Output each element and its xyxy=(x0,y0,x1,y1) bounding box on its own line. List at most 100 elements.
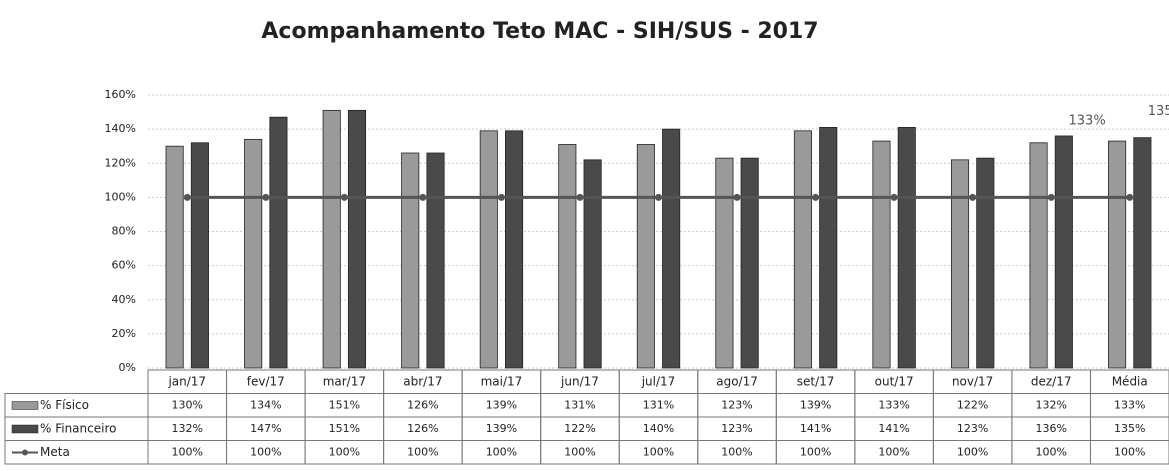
table-value: 100% xyxy=(172,445,203,458)
bar xyxy=(401,152,420,369)
legend-label: % Financeiro xyxy=(40,421,116,435)
meta-marker xyxy=(655,193,662,201)
bar xyxy=(190,142,209,369)
table-value: 123% xyxy=(957,422,988,435)
table-value: 100% xyxy=(486,445,517,458)
table-value: 133% xyxy=(1114,398,1145,411)
table-value: 131% xyxy=(564,398,595,411)
table-value: 141% xyxy=(878,422,909,435)
meta-marker xyxy=(419,193,427,201)
table-value: 141% xyxy=(800,422,831,435)
x-tick-label: jan/17 xyxy=(167,374,206,388)
meta-marker xyxy=(340,193,348,201)
meta-marker xyxy=(576,193,584,201)
bar xyxy=(505,130,524,369)
meta-marker xyxy=(262,193,270,201)
y-tick-label: 80% xyxy=(112,225,136,238)
table-value: 135% xyxy=(1114,422,1145,435)
y-tick-label: 100% xyxy=(105,190,136,203)
legend-swatch xyxy=(11,401,39,410)
x-tick-label: mai/17 xyxy=(481,374,523,388)
meta-marker xyxy=(733,193,741,201)
meta-marker xyxy=(812,193,820,201)
bar xyxy=(740,157,759,369)
table-value: 133% xyxy=(878,398,909,411)
bar xyxy=(976,157,995,369)
bar xyxy=(269,116,288,369)
bar xyxy=(1108,140,1127,369)
table-value: 100% xyxy=(564,445,595,458)
chart-title: Acompanhamento Teto MAC - SIH/SUS - 2017 xyxy=(261,19,818,44)
bar xyxy=(1029,142,1048,369)
x-tick-label: nov/17 xyxy=(952,374,993,388)
table-value: 122% xyxy=(957,398,988,411)
table-value: 136% xyxy=(1035,422,1066,435)
legend-swatch xyxy=(22,449,28,456)
table-value: 100% xyxy=(878,445,909,458)
table-value: 139% xyxy=(486,422,517,435)
bar xyxy=(1133,137,1152,369)
legend-label: % Físico xyxy=(40,398,89,412)
data-label: 133% xyxy=(1069,114,1106,129)
table-value: 100% xyxy=(407,445,438,458)
table-value: 123% xyxy=(721,422,752,435)
meta-marker xyxy=(1126,193,1134,201)
y-tick-label: 160% xyxy=(105,88,136,101)
bar xyxy=(479,130,498,369)
table-value: 151% xyxy=(329,398,360,411)
bar xyxy=(662,128,681,369)
x-tick-label: mar/17 xyxy=(323,374,366,388)
table-value: 100% xyxy=(957,445,988,458)
x-tick-label: jul/17 xyxy=(641,374,676,388)
table-value: 100% xyxy=(800,445,831,458)
meta-marker xyxy=(969,193,977,201)
bar xyxy=(347,109,367,369)
bar xyxy=(897,127,916,369)
x-tick-label: abr/17 xyxy=(403,374,442,388)
y-tick-label: 120% xyxy=(105,156,136,169)
y-tick-label: 140% xyxy=(105,122,136,135)
data-label: 135% xyxy=(1148,104,1169,119)
table-value: 132% xyxy=(172,422,203,435)
table-value: 126% xyxy=(407,422,438,435)
y-tick-label: 20% xyxy=(112,327,136,340)
bar xyxy=(1054,135,1073,369)
x-tick-label: out/17 xyxy=(875,374,914,388)
table-value: 151% xyxy=(329,422,360,435)
bar xyxy=(636,144,655,369)
bar xyxy=(793,130,812,369)
table-value: 130% xyxy=(172,398,203,411)
bar xyxy=(558,144,577,369)
y-tick-label: 60% xyxy=(112,259,136,272)
meta-marker xyxy=(1047,193,1055,201)
table-value: 100% xyxy=(1035,445,1066,458)
meta-marker xyxy=(497,193,505,201)
table-value: 134% xyxy=(250,398,281,411)
bar xyxy=(244,138,263,369)
x-tick-label: fev/17 xyxy=(247,374,285,388)
bar xyxy=(426,152,445,369)
meta-marker xyxy=(890,193,898,201)
table-value: 131% xyxy=(643,398,674,411)
x-tick-label: ago/17 xyxy=(716,374,758,388)
table-value: 100% xyxy=(329,445,360,458)
table-value: 139% xyxy=(800,398,831,411)
x-tick-label: dez/17 xyxy=(1031,374,1072,388)
x-tick-label: set/17 xyxy=(797,374,835,388)
table-value: 123% xyxy=(721,398,752,411)
y-tick-label: 40% xyxy=(112,293,136,306)
table-value: 100% xyxy=(721,445,752,458)
table-cell xyxy=(1089,440,1169,465)
bar xyxy=(322,109,341,369)
bar xyxy=(950,159,970,369)
table-value: 100% xyxy=(643,445,674,458)
bar xyxy=(165,145,184,369)
table-value: 126% xyxy=(407,398,438,411)
legend-swatch xyxy=(11,424,39,434)
table-value: 147% xyxy=(250,422,281,435)
x-tick-label: Média xyxy=(1112,374,1148,388)
meta-marker xyxy=(183,193,191,201)
y-tick-label: 0% xyxy=(119,361,136,374)
table-value: 100% xyxy=(250,445,281,458)
table-value: 100% xyxy=(1114,445,1145,458)
